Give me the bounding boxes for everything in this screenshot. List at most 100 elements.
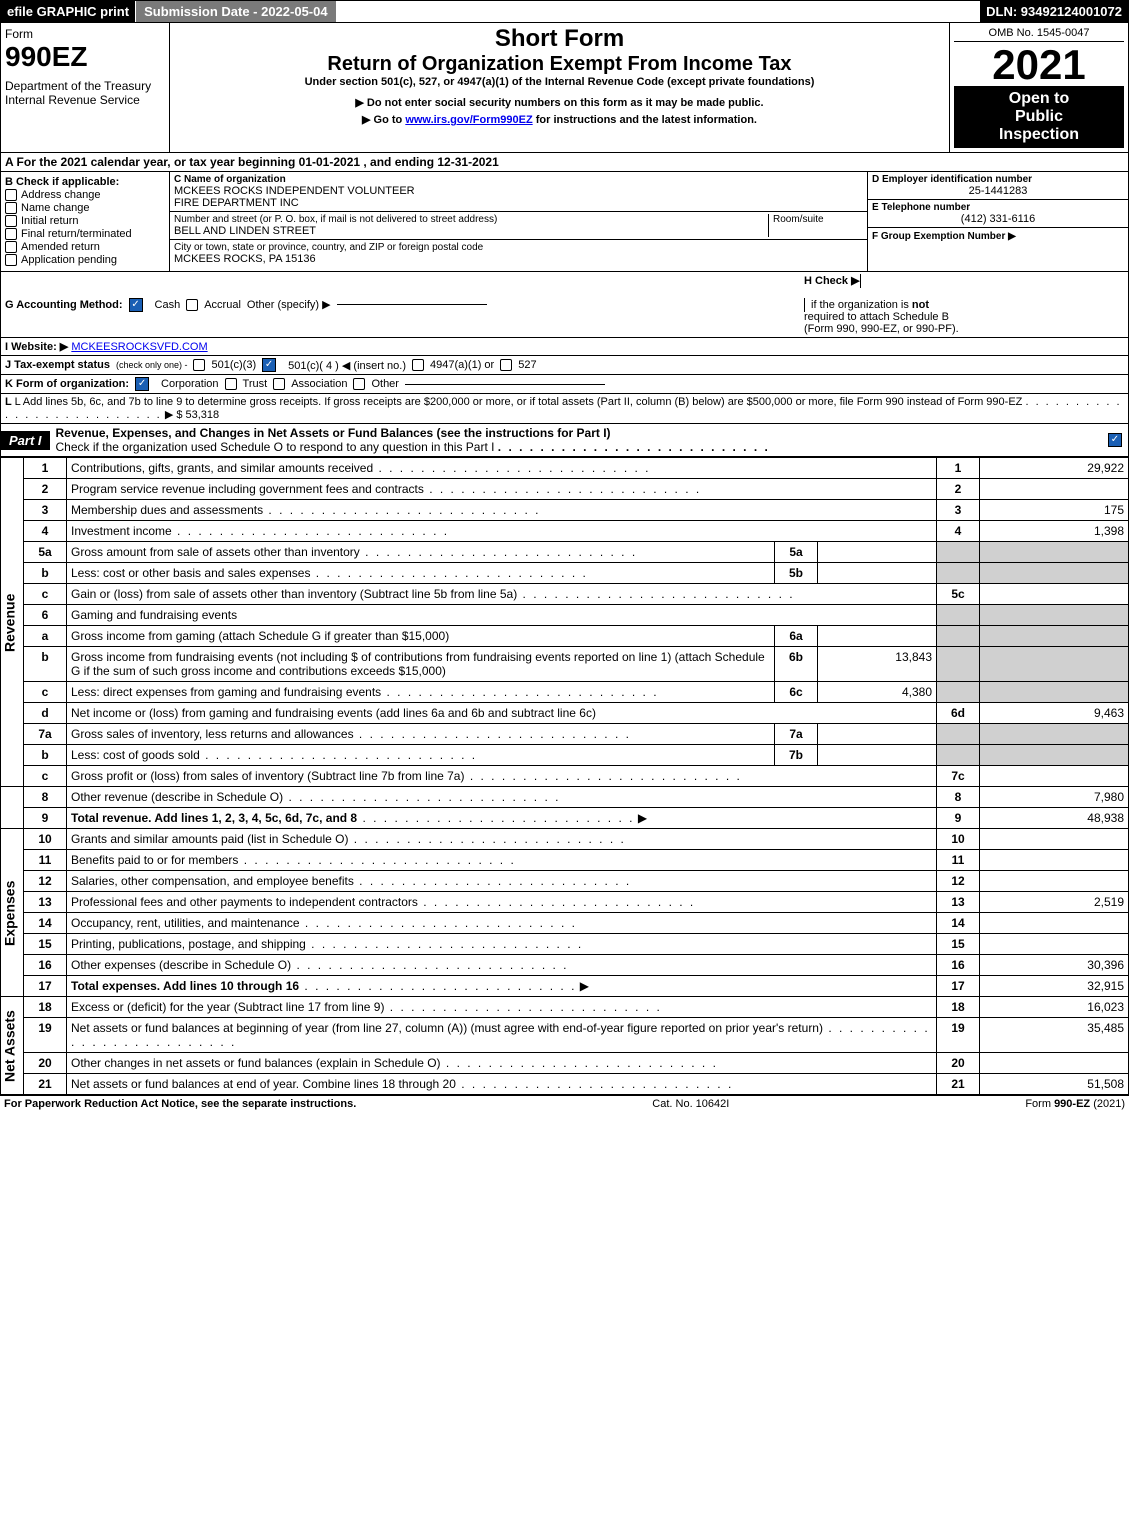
inner-box-label: 5a: [775, 542, 818, 563]
h-text3: required to attach Schedule B: [804, 311, 949, 323]
dots: [172, 524, 449, 538]
line-desc: Less: direct expenses from gaming and fu…: [71, 685, 381, 699]
line-11: 11 Benefits paid to or for members 11: [1, 850, 1129, 871]
inner-box-label: 7a: [775, 724, 818, 745]
line-desc: Total expenses. Add lines 10 through 16: [71, 979, 299, 993]
line-ref: 1: [937, 458, 980, 479]
line-num: 19: [24, 1018, 67, 1053]
part1-check-text: Check if the organization used Schedule …: [56, 440, 495, 454]
tax-year: 2021: [954, 44, 1124, 86]
line-6: 6 Gaming and fundraising events: [1, 605, 1129, 626]
goto-pre: ▶ Go to: [362, 114, 405, 126]
city-label: City or town, state or province, country…: [174, 242, 863, 253]
line-8: 8 Other revenue (describe in Schedule O)…: [1, 787, 1129, 808]
line-desc: Less: cost or other basis and sales expe…: [71, 566, 310, 580]
line-ref: 19: [937, 1018, 980, 1053]
shaded-cell: [937, 724, 980, 745]
shaded-cell: [980, 626, 1129, 647]
line-desc: Gross profit or (loss) from sales of inv…: [71, 769, 464, 783]
line-num: 7a: [24, 724, 67, 745]
footer-right-pre: Form: [1025, 1098, 1054, 1110]
line-num: d: [24, 703, 67, 724]
cb-cash[interactable]: [129, 298, 143, 312]
irs-link[interactable]: www.irs.gov/Form990EZ: [405, 114, 532, 126]
line-amount: [980, 479, 1129, 500]
h-text2: if the organization is: [811, 299, 912, 311]
line-desc: Other revenue (describe in Schedule O): [71, 790, 283, 804]
l-amount: ▶ $ 53,318: [165, 409, 219, 421]
cb-4947[interactable]: [412, 359, 424, 371]
cb-other-org[interactable]: [353, 378, 365, 390]
cb-501c[interactable]: [262, 358, 276, 372]
website-link[interactable]: MCKEESROCKSVFD.COM: [71, 341, 207, 353]
dots: [498, 440, 770, 454]
checkbox-icon: [5, 189, 17, 201]
line-7c: c Gross profit or (loss) from sales of i…: [1, 766, 1129, 787]
dots: [464, 769, 741, 783]
efile-print-link[interactable]: efile GRAPHIC print: [1, 1, 135, 22]
cb-final-return[interactable]: Final return/terminated: [5, 228, 165, 240]
k-other-input[interactable]: [405, 384, 605, 385]
line-desc: Salaries, other compensation, and employ…: [71, 874, 354, 888]
org-name-2: FIRE DEPARTMENT INC: [174, 197, 863, 209]
line-5c: c Gain or (loss) from sale of assets oth…: [1, 584, 1129, 605]
city-cell: City or town, state or province, country…: [170, 240, 867, 267]
line-num: 4: [24, 521, 67, 542]
shaded-cell: [937, 647, 980, 682]
cb-amended-return[interactable]: Amended return: [5, 241, 165, 253]
cb-address-change[interactable]: Address change: [5, 189, 165, 201]
line-k: K Form of organization: Corporation Trus…: [0, 375, 1129, 394]
line-amount: [980, 934, 1129, 955]
cb-label: Name change: [21, 202, 90, 214]
cb-527[interactable]: [500, 359, 512, 371]
line-num: 17: [24, 976, 67, 997]
g-other-input[interactable]: [337, 304, 487, 305]
cb-name-change[interactable]: Name change: [5, 202, 165, 214]
line-desc: Net income or (loss) from gaming and fun…: [67, 703, 937, 724]
cb-label: Initial return: [21, 215, 78, 227]
line-l: L L Add lines 5b, 6c, and 7b to line 9 t…: [0, 394, 1129, 424]
line-num: 9: [24, 808, 67, 829]
cb-initial-return[interactable]: Initial return: [5, 215, 165, 227]
cb-association[interactable]: [273, 378, 285, 390]
line-desc: Less: cost of goods sold: [71, 748, 200, 762]
line-ref: 18: [937, 997, 980, 1018]
h-text4: (Form 990, 990-EZ, or 990-PF).: [804, 323, 959, 335]
cb-501c3[interactable]: [193, 359, 205, 371]
line-h: H Check ▶ if the organization is not req…: [804, 274, 1124, 335]
goto-post: for instructions and the latest informat…: [536, 114, 757, 126]
goto-line: ▶ Go to www.irs.gov/Form990EZ for instru…: [172, 113, 947, 126]
ein-value: 25-1441283: [872, 185, 1124, 197]
part1-title-text: Revenue, Expenses, and Changes in Net As…: [56, 426, 611, 440]
form-subtitle: Under section 501(c), 527, or 4947(a)(1)…: [172, 76, 947, 88]
cb-application-pending[interactable]: Application pending: [5, 254, 165, 266]
line-amount: 29,922: [980, 458, 1129, 479]
k-o4: Other: [371, 378, 399, 390]
g-other: Other (specify) ▶: [247, 298, 331, 311]
street-cell: Number and street (or P. O. box, if mail…: [170, 212, 867, 240]
line-desc: Gain or (loss) from sale of assets other…: [71, 587, 517, 601]
line-amount: 32,915: [980, 976, 1129, 997]
checkbox-icon: [5, 241, 17, 253]
cb-accrual[interactable]: [186, 299, 198, 311]
inner-box-value: [818, 563, 937, 584]
open-line2: Public: [958, 108, 1120, 126]
irs-label: Internal Revenue Service: [5, 93, 165, 107]
section-a-tax-year: A For the 2021 calendar year, or tax yea…: [0, 153, 1129, 172]
cb-trust[interactable]: [225, 378, 237, 390]
line-6b: b Gross income from fundraising events (…: [1, 647, 1129, 682]
line-ref: 11: [937, 850, 980, 871]
dots: [263, 503, 540, 517]
shaded-cell: [980, 647, 1129, 682]
line-20: 20 Other changes in net assets or fund b…: [1, 1053, 1129, 1074]
line-amount: 16,023: [980, 997, 1129, 1018]
cb-corporation[interactable]: [135, 377, 149, 391]
line-amount: 175: [980, 500, 1129, 521]
shaded-cell: [980, 563, 1129, 584]
part1-table: Revenue 1 Contributions, gifts, grants, …: [0, 457, 1129, 1095]
line-ref: 21: [937, 1074, 980, 1095]
footer-center: Cat. No. 10642I: [652, 1098, 729, 1110]
line-num: 1: [24, 458, 67, 479]
cb-schedule-o-part1[interactable]: [1108, 433, 1122, 447]
line-num: 13: [24, 892, 67, 913]
